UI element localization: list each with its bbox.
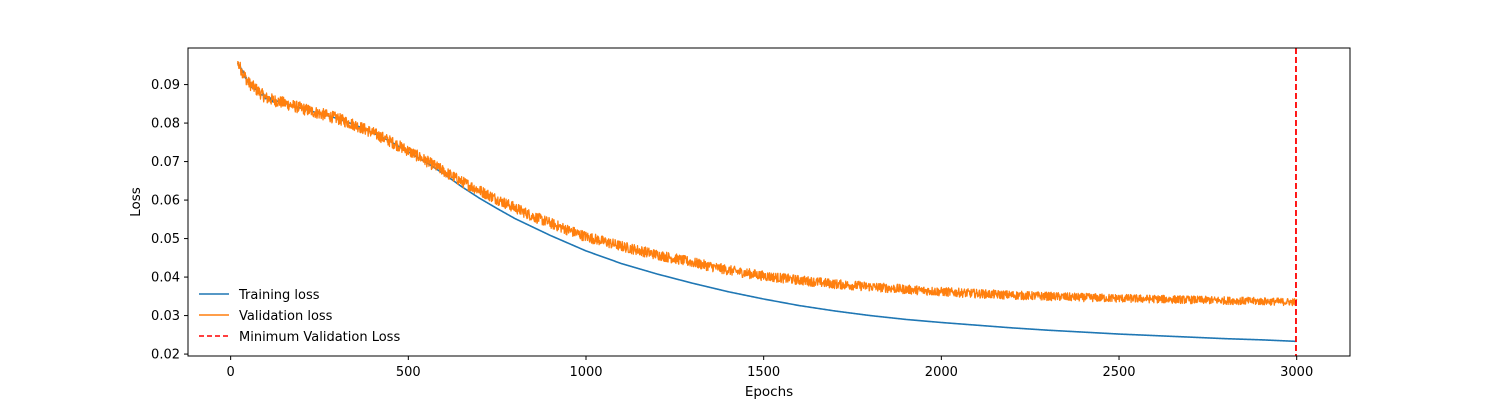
- y-tick-label: 0.05: [151, 232, 180, 247]
- y-axis: 0.02 0.03 0.04 0.05 0.06 0.07 0.08 0.09: [151, 78, 188, 363]
- y-tick-label: 0.04: [151, 271, 180, 286]
- y-tick-label: 0.07: [151, 155, 180, 170]
- series-line-validation: [237, 60, 1298, 307]
- y-tick-label: 0.03: [151, 309, 180, 324]
- legend: Training loss Validation loss Minimum Va…: [199, 288, 400, 345]
- x-axis: 0 500 1000 1500 2000 2500 3000: [227, 356, 1313, 380]
- x-tick-label: 3000: [1280, 365, 1313, 380]
- y-tick-label: 0.02: [151, 348, 180, 363]
- x-tick-label: 0: [227, 365, 235, 380]
- y-tick-label: 0.08: [151, 117, 180, 132]
- x-tick-label: 2000: [925, 365, 958, 380]
- x-tick-label: 1500: [747, 365, 780, 380]
- legend-label-validation: Validation loss: [239, 309, 333, 324]
- y-tick-label: 0.09: [151, 78, 180, 93]
- axes-frame: [187, 47, 1351, 357]
- legend-label-min-val: Minimum Validation Loss: [239, 330, 400, 345]
- x-tick-label: 2500: [1102, 365, 1135, 380]
- x-tick-label: 500: [396, 365, 421, 380]
- x-axis-title: Epochs: [745, 384, 793, 400]
- x-tick-label: 1000: [569, 365, 602, 380]
- plot-area: [236, 48, 1298, 356]
- y-tick-label: 0.06: [151, 194, 180, 209]
- y-axis-title: Loss: [128, 187, 144, 217]
- legend-label-training: Training loss: [238, 288, 320, 303]
